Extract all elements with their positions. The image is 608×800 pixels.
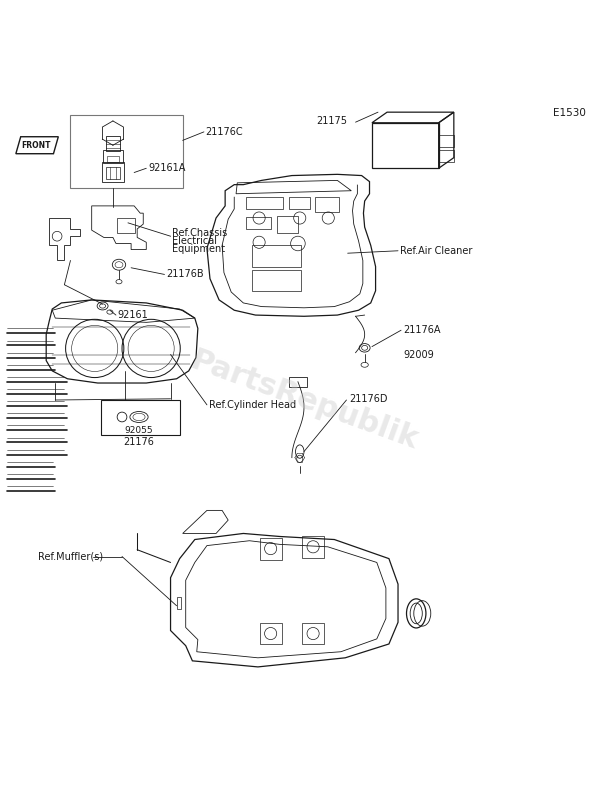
Bar — [102, 162, 124, 182]
Bar — [289, 377, 307, 386]
Text: Electrical: Electrical — [172, 236, 218, 246]
Text: Ref.Cylinder Head: Ref.Cylinder Head — [209, 401, 296, 410]
Text: 21176B: 21176B — [167, 270, 204, 279]
Bar — [176, 597, 181, 610]
Bar — [101, 400, 179, 435]
Text: 92009: 92009 — [403, 350, 434, 359]
Bar — [260, 622, 282, 645]
Text: 21175: 21175 — [316, 116, 347, 126]
Bar — [117, 218, 136, 233]
Bar — [289, 197, 310, 209]
Text: 92161: 92161 — [118, 310, 148, 320]
Bar — [246, 197, 283, 209]
Text: PartsRepublik: PartsRepublik — [186, 346, 422, 454]
Bar — [260, 538, 282, 559]
Text: Equipment: Equipment — [172, 244, 226, 254]
Text: 21176C: 21176C — [206, 127, 243, 137]
Bar — [106, 167, 120, 179]
Text: E1530: E1530 — [553, 108, 586, 118]
Text: Ref.Muffler(s): Ref.Muffler(s) — [38, 551, 103, 562]
Text: Ref.Chassis: Ref.Chassis — [172, 228, 227, 238]
Bar — [252, 246, 301, 266]
Bar — [302, 536, 324, 558]
Text: 92161A: 92161A — [148, 163, 185, 174]
Bar — [103, 150, 123, 163]
Text: 21176: 21176 — [123, 438, 154, 447]
Text: FRONT: FRONT — [21, 141, 51, 150]
Bar — [106, 136, 120, 151]
Text: 21176A: 21176A — [403, 326, 440, 335]
Text: 21176D: 21176D — [350, 394, 388, 404]
Text: Ref.Air Cleaner: Ref.Air Cleaner — [400, 246, 472, 256]
Bar — [315, 197, 339, 212]
Polygon shape — [16, 137, 58, 154]
Bar — [438, 135, 454, 147]
Bar — [302, 622, 324, 645]
Bar — [438, 150, 454, 162]
Bar — [372, 122, 438, 168]
Bar — [252, 270, 301, 291]
Bar — [277, 216, 298, 233]
Text: 92055: 92055 — [125, 426, 153, 435]
Bar — [71, 115, 182, 188]
Bar — [107, 156, 119, 162]
Bar — [246, 217, 271, 229]
